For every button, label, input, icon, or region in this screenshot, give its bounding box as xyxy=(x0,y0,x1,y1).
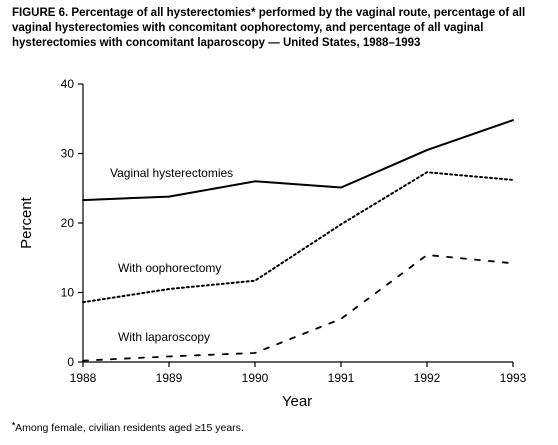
x-tick-label: 1991 xyxy=(328,371,355,385)
series-line-1 xyxy=(82,171,514,304)
x-tick-label: 1992 xyxy=(414,371,441,385)
x-tick-label: 1988 xyxy=(70,371,97,385)
footnote-mark: * xyxy=(12,421,16,430)
series-label-2: With laparoscopy xyxy=(118,330,210,344)
y-tick-label: 30 xyxy=(61,147,75,161)
series-line-0 xyxy=(82,119,514,202)
footnote: *Among female, civilian residents aged ≥… xyxy=(12,421,244,434)
y-tick-label: 10 xyxy=(61,286,75,300)
y-tick-label: 40 xyxy=(61,77,75,91)
axes xyxy=(82,84,513,363)
x-tick-label: 1990 xyxy=(242,371,269,385)
series-label-0: Vaginal hysterectomies xyxy=(110,166,233,180)
x-tick-label: 1989 xyxy=(156,371,183,385)
series-line-2 xyxy=(82,254,514,362)
series-label-1: With oophorectomy xyxy=(118,261,221,275)
y-axis-label: Percent xyxy=(18,196,35,249)
line-chart: 0 10 20 30 40 1988 1989 1990 1991 1992 1993 Vagin… xyxy=(18,77,527,410)
series-labels: Vaginal hysterectomies With oophorectomy W… xyxy=(110,166,233,344)
x-axis-label: Year xyxy=(282,393,312,410)
y-tick-label: 20 xyxy=(61,216,75,230)
x-tick-label: 1993 xyxy=(500,371,527,385)
chart-title: FIGURE 6. Percentage of all hysterectomi… xyxy=(12,7,526,49)
y-ticks: 0 10 20 30 40 xyxy=(61,77,83,369)
x-ticks: 1988 1989 1990 1991 1992 1993 xyxy=(70,362,527,385)
series-lines xyxy=(82,119,514,362)
y-tick-label: 0 xyxy=(67,355,74,369)
footnote-text: Among female, civilian residents aged ≥1… xyxy=(15,422,244,434)
